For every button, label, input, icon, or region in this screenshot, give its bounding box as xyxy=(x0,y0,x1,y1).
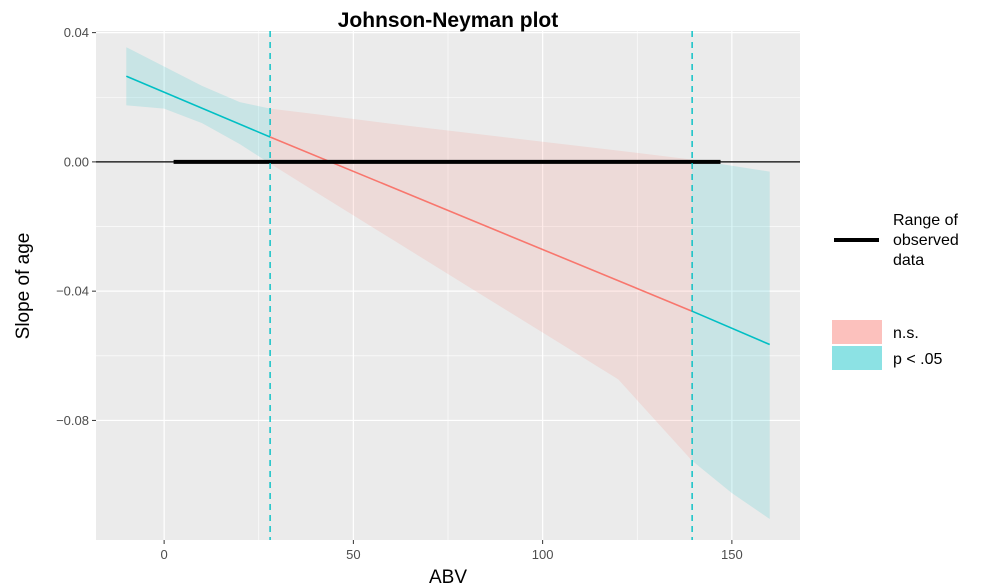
chart-title: Johnson-Neyman plot xyxy=(338,9,559,32)
confidence-bands xyxy=(126,47,770,519)
legend-range-line-1: Range of xyxy=(893,212,958,229)
x-axis-title: ABV xyxy=(429,567,467,586)
minor-gridlines xyxy=(96,31,800,540)
slope-line-segment-2 xyxy=(691,310,771,346)
x-axis: 0 50 100 150 xyxy=(161,540,743,562)
slope-line-segment-1 xyxy=(269,136,693,312)
confidence-band-1 xyxy=(270,108,693,461)
legend-sig-key xyxy=(832,346,882,370)
legend-range-label: Range of observed data xyxy=(893,212,963,269)
y-tick-label: −0.04 xyxy=(56,284,89,299)
confidence-band-2 xyxy=(692,159,770,519)
legend-ns-key xyxy=(832,320,882,344)
y-axis: −0.08 −0.04 0.00 0.04 xyxy=(56,25,96,428)
legend-range-line-2: observed xyxy=(893,232,959,249)
reference-lines xyxy=(96,31,800,540)
legend: Range of observed data n.s. p < .05 xyxy=(832,212,963,370)
legend-ns-label: n.s. xyxy=(893,325,919,342)
y-tick-label: −0.08 xyxy=(56,413,89,428)
x-tick-label: 100 xyxy=(532,547,554,562)
slope-line-segment-0 xyxy=(125,75,271,138)
major-gridlines xyxy=(96,31,800,540)
y-tick-label: 0.04 xyxy=(64,25,89,40)
y-axis-title: Slope of age xyxy=(13,233,34,340)
x-tick-label: 50 xyxy=(346,547,360,562)
x-tick-label: 150 xyxy=(721,547,743,562)
y-tick-label: 0.00 xyxy=(64,154,89,169)
legend-range-line-3: data xyxy=(893,252,924,269)
slope-lines xyxy=(125,75,771,346)
confidence-band-0 xyxy=(126,47,271,164)
legend-sig-label: p < .05 xyxy=(893,351,942,368)
x-tick-label: 0 xyxy=(161,547,168,562)
